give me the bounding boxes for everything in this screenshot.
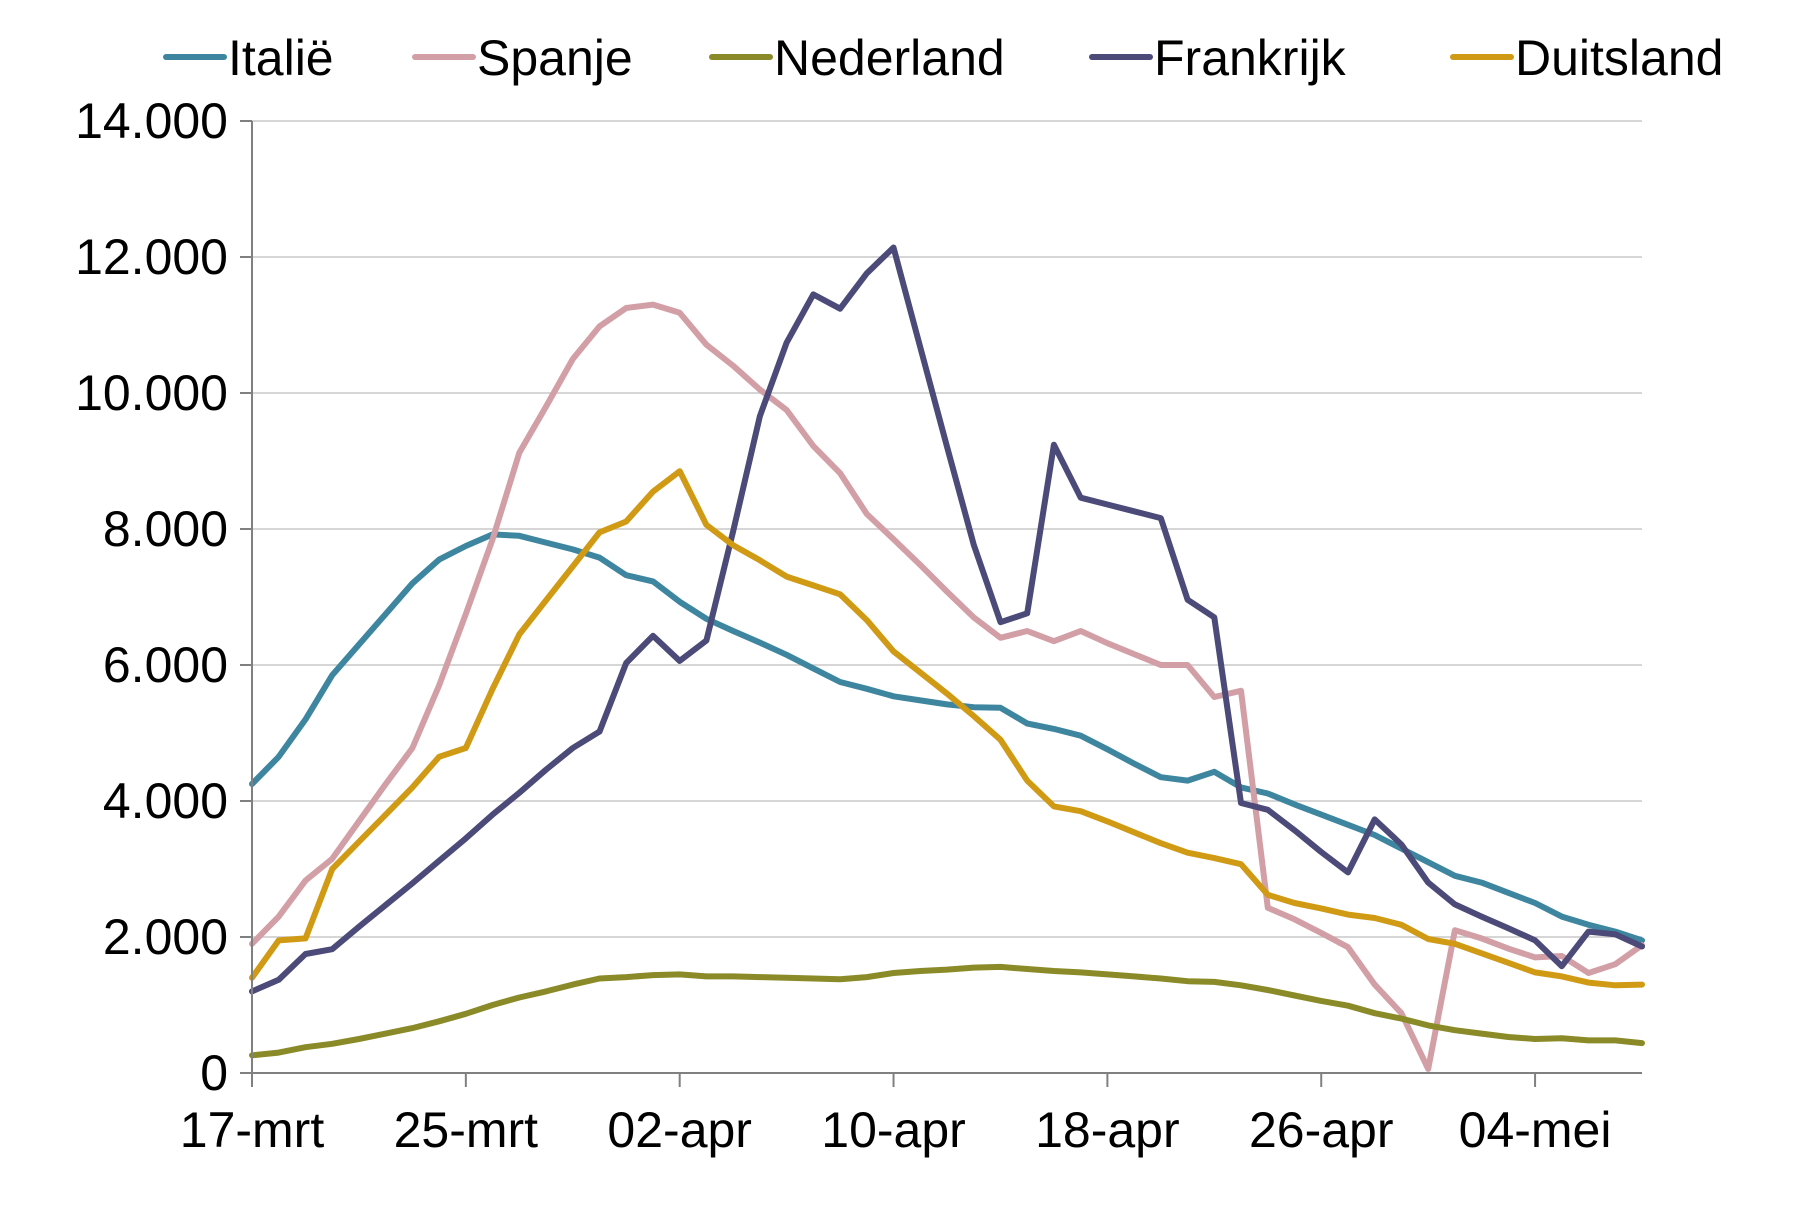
x-tick-label: 26-apr [1249, 1102, 1394, 1158]
legend-label: Italië [228, 30, 334, 86]
y-tick-label: 4.000 [103, 773, 228, 829]
legend-item: Duitsland [1450, 30, 1723, 86]
x-tick-label: 10-apr [821, 1102, 966, 1158]
x-tick-label: 25-mrt [394, 1102, 539, 1158]
legend: Italië Spanje Nederland Frankrijk Duitsland [163, 30, 1723, 86]
series-line-3 [249, 244, 1645, 995]
y-tick-label: 12.000 [75, 229, 228, 285]
y-tick-label: 10.000 [75, 365, 228, 421]
y-axis-tick-labels: 0 2.000 4.000 6.000 8.000 10.000 12.000 14.000 [75, 93, 228, 1101]
x-tick-label: 17-mrt [180, 1102, 325, 1158]
x-tick-label: 02-apr [607, 1102, 752, 1158]
legend-item: Italië [163, 30, 334, 86]
legend-label: Frankrijk [1154, 30, 1347, 86]
legend-item: Frankrijk [1089, 30, 1347, 86]
y-tick-label: 8.000 [103, 501, 228, 557]
legend-item: Spanje [412, 30, 633, 86]
legend-label: Nederland [774, 30, 1005, 86]
legend-label: Duitsland [1515, 30, 1723, 86]
x-tick-label: 18-apr [1035, 1102, 1180, 1158]
gridlines [252, 120, 1642, 938]
y-tick-label: 6.000 [103, 637, 228, 693]
x-tick-label: 04-mei [1459, 1102, 1612, 1158]
y-tick-label: 2.000 [103, 909, 228, 965]
legend-item: Nederland [709, 30, 1005, 86]
y-tick-label: 14.000 [75, 93, 228, 149]
series-line-1 [249, 301, 1645, 1072]
series-line-4 [249, 468, 1645, 989]
x-axis-tick-labels: 17-mrt 25-mrt 02-apr 10-apr 18-apr 26-apr 04-m… [180, 1102, 1612, 1158]
legend-label: Spanje [477, 30, 633, 86]
y-tick-label: 0 [200, 1045, 228, 1101]
series-lines [249, 244, 1645, 1072]
series-line-2 [249, 963, 1645, 1059]
axes [240, 120, 1642, 1087]
